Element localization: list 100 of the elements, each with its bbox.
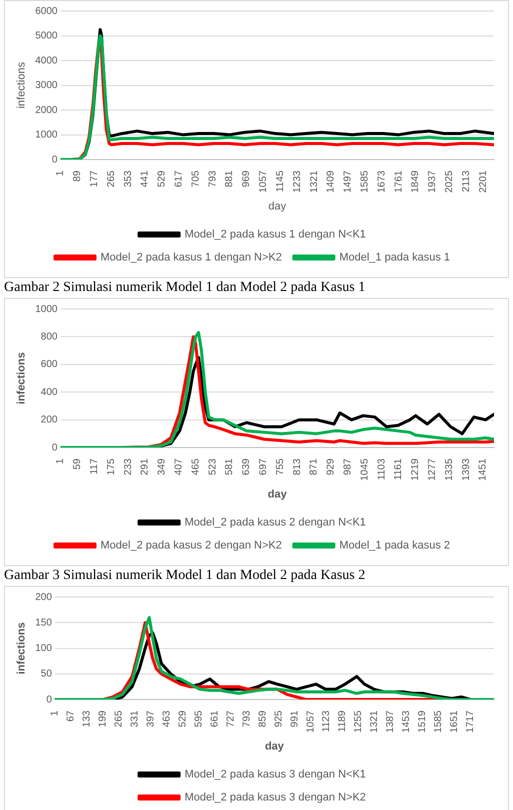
legend-label: Model_2 pada kasus 3 dengan N>K2 — [184, 792, 366, 804]
y-tick-label: 0 — [46, 694, 52, 706]
text: Gambar 3 Simulasi numerik Model 1 dan Model 2 pada Kasus 2 — [3, 567, 366, 585]
y-tick-label: 800 — [40, 331, 58, 342]
y-tick-label: 150 — [35, 617, 52, 628]
x-tick-label: 1651 — [449, 710, 460, 733]
x-axis-title: day — [268, 488, 288, 500]
x-tick-label: 331 — [130, 710, 141, 728]
legend-label: Model_2 pada kasus 2 dengan N>K2 — [100, 540, 282, 552]
y-tick-label: 600 — [40, 359, 58, 370]
x-tick-label: 397 — [145, 710, 156, 728]
x-tick-label: 59 — [72, 458, 84, 470]
x-tick-label: 1123 — [321, 710, 332, 732]
legend-label: Model_1 pada kasus 2 — [339, 540, 450, 552]
x-tick-label: 755 — [274, 458, 286, 476]
x-tick-label: 1761 — [393, 170, 404, 193]
x-tick-label: 1585 — [433, 710, 444, 733]
x-tick-label: 199 — [98, 710, 109, 728]
y-axis-title: infections — [16, 622, 28, 674]
y-tick-label: 200 — [40, 414, 58, 426]
x-tick-label: 639 — [241, 458, 252, 476]
x-tick-label: 581 — [224, 458, 236, 476]
x-tick-label: 2113 — [460, 170, 472, 192]
x-tick-label: 133 — [82, 710, 93, 728]
x-tick-label: 1451 — [478, 458, 489, 481]
x-tick-label: 1937 — [427, 170, 438, 193]
x-tick-label: 929 — [326, 458, 337, 476]
x-tick-label: 177 — [89, 170, 100, 188]
x-tick-label: 1849 — [410, 170, 422, 193]
x-tick-label: 793 — [207, 170, 218, 188]
x-tick-label: 1045 — [359, 458, 370, 481]
x-tick-label: 1057 — [258, 170, 270, 193]
x-tick-label: 265 — [114, 710, 125, 728]
x-tick-label: 529 — [177, 710, 188, 728]
x-tick-label: 1 — [55, 458, 66, 464]
x-tick-label: 353 — [122, 170, 134, 188]
y-axis-title: infections — [16, 352, 28, 404]
x-axis-title: day — [268, 200, 287, 212]
y-tick-label: 200 — [35, 592, 52, 603]
x-tick-label: 617 — [174, 170, 185, 188]
x-tick-label: 925 — [273, 710, 284, 728]
x-tick-label: 1585 — [359, 170, 370, 193]
x-tick-label: 117 — [88, 458, 100, 475]
x-tick-label: 407 — [173, 458, 184, 476]
x-tick-label: 969 — [241, 170, 252, 188]
y-tick-label: 1000 — [35, 304, 58, 315]
x-tick-label: 813 — [292, 458, 303, 476]
legend-label: Model_1 pada kasus 1 — [339, 252, 450, 264]
x-tick-label: 1717 — [465, 710, 476, 733]
y-tick-label: 400 — [40, 386, 58, 398]
y-tick-label: 100 — [35, 643, 52, 654]
x-tick-label: 463 — [161, 710, 172, 728]
y-tick-label: 2000 — [35, 104, 58, 116]
x-tick-label: 67 — [66, 710, 77, 722]
x-tick-label: 871 — [308, 458, 320, 476]
x-tick-label: 1519 — [417, 710, 428, 733]
x-tick-label: 1161 — [393, 458, 404, 480]
legend-label: Model_2 pada kasus 2 dengan N<K1 — [184, 516, 366, 529]
y-tick-label: 50 — [40, 668, 52, 680]
x-tick-label: 1 — [55, 170, 66, 176]
x-tick-label: 2025 — [444, 170, 455, 193]
x-tick-label: 1057 — [305, 710, 316, 733]
legend-label: Model_2 pada kasus 1 dengan N>K2 — [100, 252, 282, 264]
x-tick-label: 661 — [209, 710, 220, 728]
y-tick-label: 5000 — [35, 30, 58, 42]
x-tick-label: 1673 — [376, 170, 388, 193]
y-tick-label: 6000 — [35, 6, 58, 17]
x-tick-label: 349 — [156, 458, 168, 476]
x-tick-label: 1393 — [460, 458, 472, 481]
x-tick-label: 175 — [106, 458, 117, 476]
x-tick-label: 291 — [140, 458, 151, 476]
x-tick-label: 1497 — [342, 170, 354, 193]
x-tick-label: 881 — [224, 170, 236, 188]
x-tick-label: 1103 — [376, 458, 388, 480]
x-tick-label: 465 — [190, 458, 202, 476]
x-tick-label: 1409 — [326, 170, 337, 193]
y-tick-label: 0 — [52, 154, 58, 166]
x-tick-label: 705 — [190, 170, 202, 188]
x-tick-label: 1255 — [353, 710, 364, 733]
x-tick-label: 1335 — [444, 458, 455, 481]
x-tick-label: 1453 — [401, 710, 412, 733]
x-tick-label: 265 — [106, 170, 117, 188]
x-tick-label: 1145 — [274, 170, 286, 192]
x-tick-label: 529 — [156, 170, 168, 188]
y-axis-title: infections — [16, 62, 28, 109]
x-tick-label: 1219 — [410, 458, 422, 481]
x-tick-label: 1387 — [385, 710, 396, 733]
x-tick-label: 727 — [225, 710, 236, 728]
x-tick-label: 441 — [140, 170, 151, 188]
y-tick-label: 4000 — [35, 55, 58, 66]
x-tick-label: 523 — [207, 458, 218, 476]
x-tick-label: 991 — [289, 710, 300, 728]
x-tick-label: 1321 — [308, 170, 320, 193]
x-tick-label: 1189 — [337, 710, 348, 732]
x-tick-label: 89 — [72, 170, 84, 182]
x-axis-title: day — [264, 740, 285, 752]
x-tick-label: 1233 — [292, 170, 303, 193]
x-tick-label: 987 — [342, 458, 354, 476]
y-tick-label: 1000 — [35, 130, 58, 141]
text: Gambar 2 Simulasi numerik Model 1 dan Model 2 pada Kasus 1 — [3, 279, 366, 297]
